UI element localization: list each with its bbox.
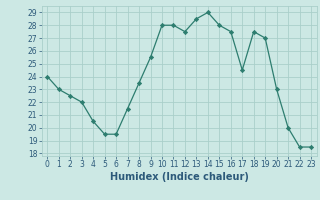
X-axis label: Humidex (Indice chaleur): Humidex (Indice chaleur) [110,172,249,182]
